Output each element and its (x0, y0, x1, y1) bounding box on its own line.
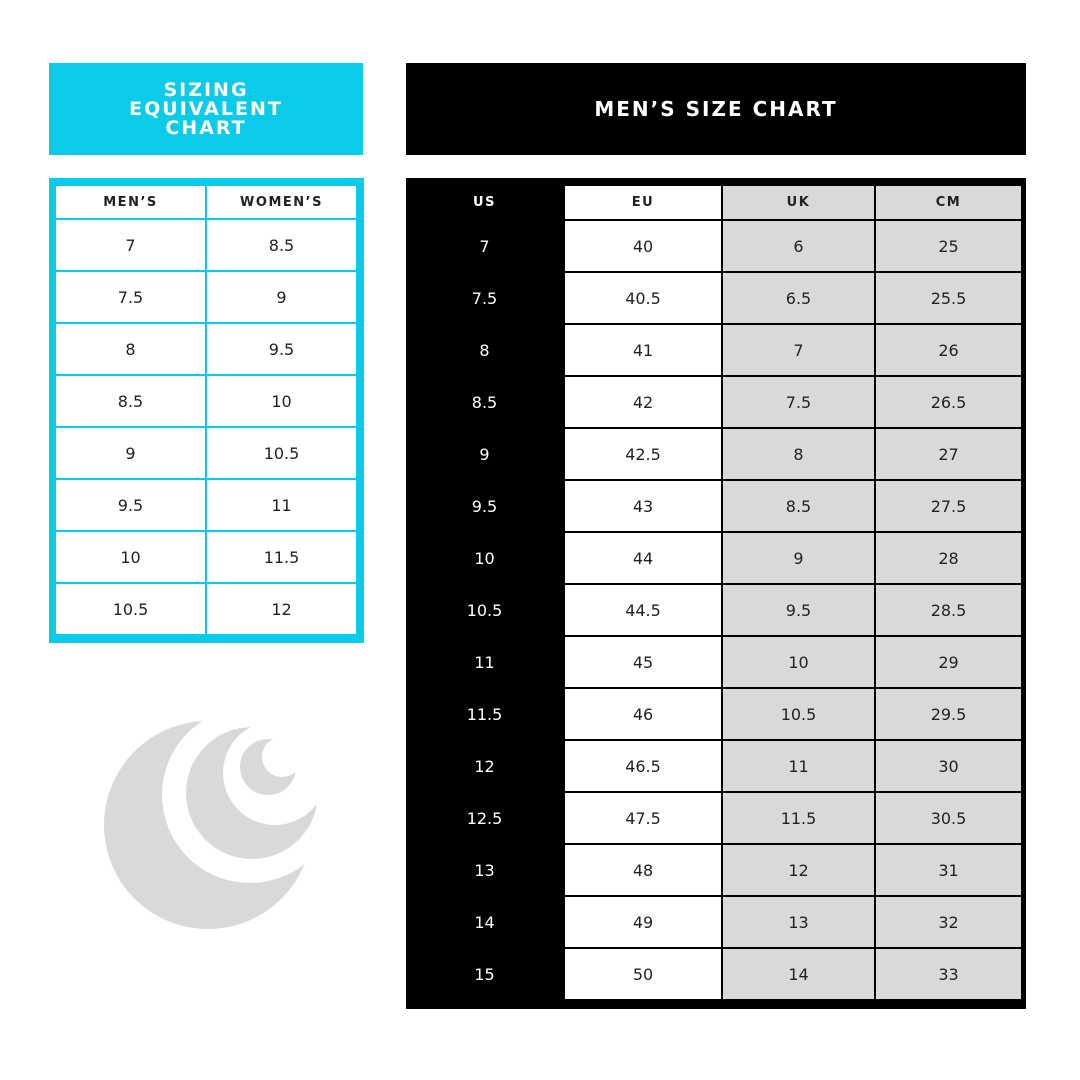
us-size-cell: 7.5 (406, 273, 563, 323)
eu-size-cell: 45 (565, 637, 721, 687)
cm-size-cell: 28.5 (876, 585, 1021, 635)
eu-size-cell: 44.5 (565, 585, 721, 635)
mens-size-cell: 8 (56, 324, 205, 374)
us-size-cell: 14 (406, 897, 563, 947)
uk-size-cell: 8 (723, 429, 874, 479)
eu-size-cell: 46 (565, 689, 721, 739)
us-size-cell: 12.5 (406, 793, 563, 843)
eu-size-cell: 46.5 (565, 741, 721, 791)
cm-size-cell: 28 (876, 533, 1021, 583)
uk-size-cell: 6 (723, 221, 874, 271)
womens-size-cell: 11.5 (207, 532, 356, 582)
womens-size-cell: 10.5 (207, 428, 356, 478)
cm-size-cell: 30 (876, 741, 1021, 791)
eu-size-cell: 40.5 (565, 273, 721, 323)
mens-size-cell: 10 (56, 532, 205, 582)
womens-size-cell: 11 (207, 480, 356, 530)
us-size-cell: 12 (406, 741, 563, 791)
uk-size-cell: 7.5 (723, 377, 874, 427)
column-header: MEN’S (56, 186, 205, 218)
column-header-cm: CM (876, 186, 1021, 219)
eu-size-cell: 42.5 (565, 429, 721, 479)
womens-size-cell: 10 (207, 376, 356, 426)
womens-size-cell: 9.5 (207, 324, 356, 374)
sizing-equivalent-title: SIZING EQUIVALENT CHART (49, 63, 363, 155)
uk-size-cell: 12 (723, 845, 874, 895)
cm-size-cell: 26.5 (876, 377, 1021, 427)
womens-size-cell: 8.5 (207, 220, 356, 270)
us-size-cell: 9.5 (406, 481, 563, 531)
crescent-moons-logo (104, 721, 318, 929)
uk-size-cell: 11 (723, 741, 874, 791)
mens-size-cell: 7.5 (56, 272, 205, 322)
cm-size-cell: 29.5 (876, 689, 1021, 739)
eu-size-cell: 41 (565, 325, 721, 375)
mens-size-cell: 10.5 (56, 584, 205, 634)
us-size-cell: 8 (406, 325, 563, 375)
column-header-eu: EU (565, 186, 721, 219)
cm-size-cell: 33 (876, 949, 1021, 999)
eu-size-cell: 44 (565, 533, 721, 583)
cm-size-cell: 27.5 (876, 481, 1021, 531)
column-header-us: US (406, 186, 563, 219)
mens-size-cell: 9.5 (56, 480, 205, 530)
cm-size-cell: 30.5 (876, 793, 1021, 843)
eu-size-cell: 40 (565, 221, 721, 271)
eu-size-cell: 49 (565, 897, 721, 947)
us-size-cell: 15 (406, 949, 563, 999)
us-size-cell: 11 (406, 637, 563, 687)
uk-size-cell: 8.5 (723, 481, 874, 531)
small-crescent (240, 739, 296, 795)
uk-size-cell: 6.5 (723, 273, 874, 323)
uk-size-cell: 9 (723, 533, 874, 583)
column-header-uk: UK (723, 186, 874, 219)
cm-size-cell: 25 (876, 221, 1021, 271)
cm-size-cell: 25.5 (876, 273, 1021, 323)
womens-size-cell: 12 (207, 584, 356, 634)
cm-size-cell: 26 (876, 325, 1021, 375)
eu-size-cell: 47.5 (565, 793, 721, 843)
cm-size-cell: 29 (876, 637, 1021, 687)
mens-size-chart-title: MEN’S SIZE CHART (406, 63, 1026, 155)
uk-size-cell: 13 (723, 897, 874, 947)
uk-size-cell: 7 (723, 325, 874, 375)
us-size-cell: 10.5 (406, 585, 563, 635)
uk-size-cell: 10 (723, 637, 874, 687)
column-header: WOMEN’S (207, 186, 356, 218)
mens-size-cell: 9 (56, 428, 205, 478)
us-size-cell: 7 (406, 221, 563, 271)
eu-size-cell: 42 (565, 377, 721, 427)
uk-size-cell: 14 (723, 949, 874, 999)
mens-size-cell: 8.5 (56, 376, 205, 426)
cm-size-cell: 32 (876, 897, 1021, 947)
uk-size-cell: 11.5 (723, 793, 874, 843)
uk-size-cell: 10.5 (723, 689, 874, 739)
eu-size-cell: 50 (565, 949, 721, 999)
us-size-cell: 9 (406, 429, 563, 479)
us-size-cell: 11.5 (406, 689, 563, 739)
us-size-cell: 13 (406, 845, 563, 895)
cm-size-cell: 27 (876, 429, 1021, 479)
mens-size-cell: 7 (56, 220, 205, 270)
mens-size-table: US EU UK CM 7 40 6 25 7.5 40.5 6.5 25.5 8 41 7 26 8.5 42 7… (406, 178, 1026, 1009)
cm-size-cell: 31 (876, 845, 1021, 895)
eu-size-cell: 43 (565, 481, 721, 531)
eu-size-cell: 48 (565, 845, 721, 895)
womens-size-cell: 9 (207, 272, 356, 322)
us-size-cell: 8.5 (406, 377, 563, 427)
uk-size-cell: 9.5 (723, 585, 874, 635)
us-size-cell: 10 (406, 533, 563, 583)
sizing-equivalent-table: MEN’S WOMEN’S 7 8.5 7.5 9 8 9.5 8.5 10 9 10.5 9.5 11 1… (49, 178, 364, 643)
